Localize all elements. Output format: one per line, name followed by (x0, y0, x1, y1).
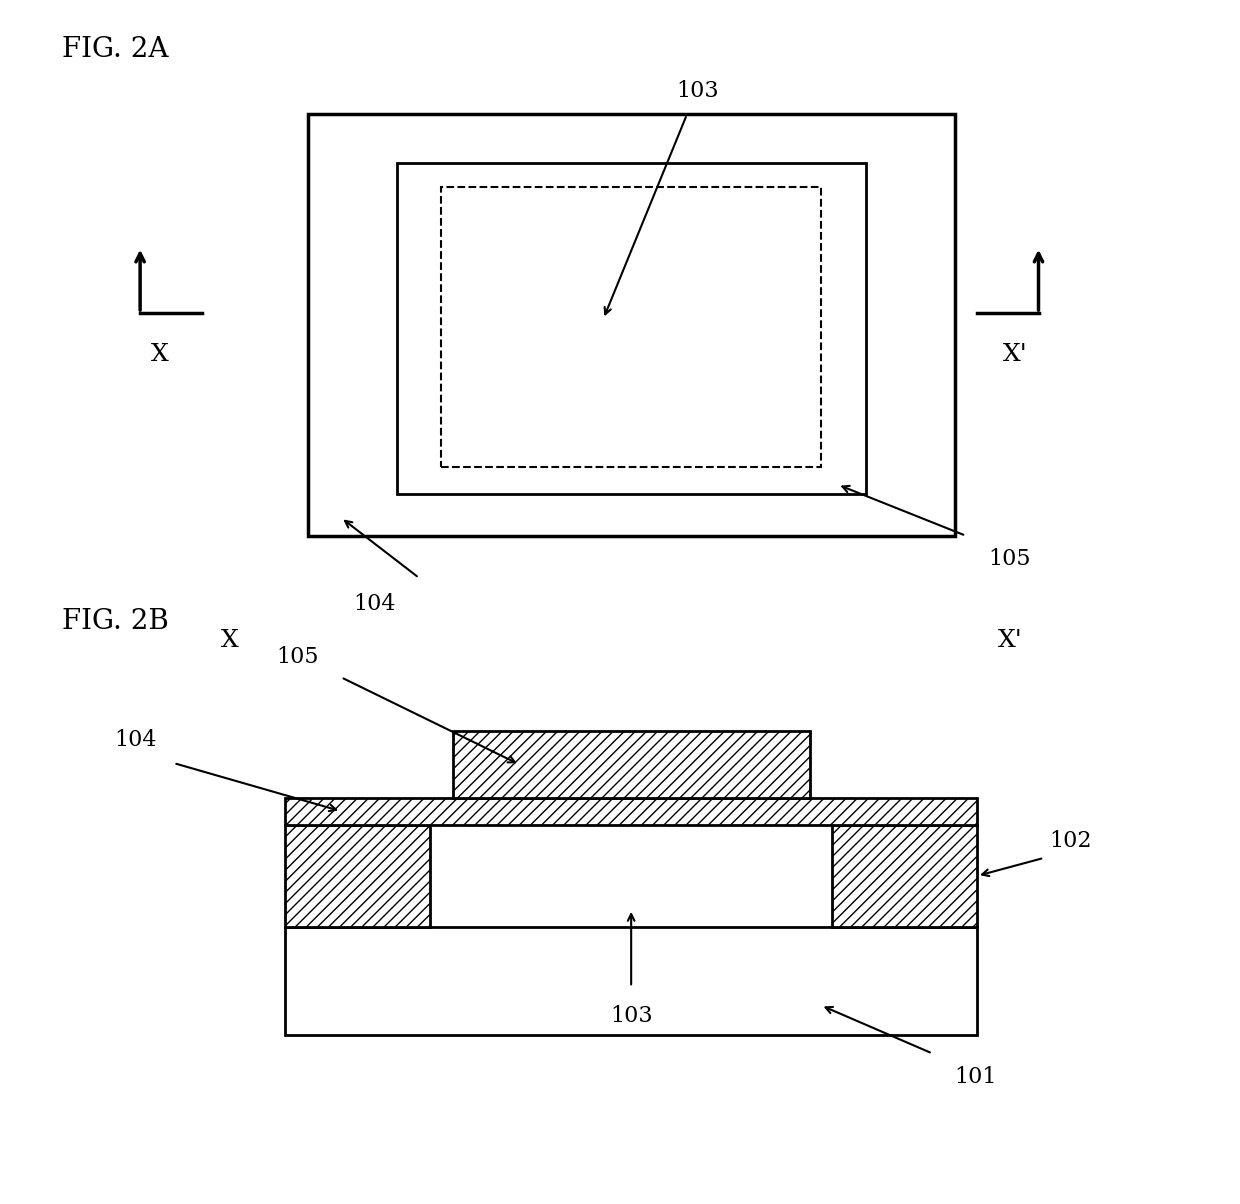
Text: 101: 101 (955, 1066, 997, 1087)
Text: 104: 104 (353, 594, 396, 615)
Bar (441, 187, 821, 466)
Bar (285, 797, 977, 825)
Text: X: X (221, 628, 238, 653)
Bar (453, 731, 810, 797)
Bar (308, 114, 955, 536)
Text: X': X' (1003, 343, 1028, 366)
Text: FIG. 2B: FIG. 2B (62, 608, 169, 635)
Text: 102: 102 (1049, 830, 1092, 852)
Bar (397, 163, 866, 494)
Text: 105: 105 (277, 647, 319, 668)
Bar (832, 825, 977, 927)
Text: 103: 103 (610, 1005, 652, 1027)
Text: 105: 105 (988, 548, 1030, 569)
Text: X: X (151, 343, 169, 366)
Text: FIG. 2A: FIG. 2A (62, 36, 169, 63)
Bar (285, 825, 430, 927)
Text: 104: 104 (114, 728, 156, 751)
Text: 103: 103 (677, 81, 719, 102)
Bar (285, 927, 977, 1035)
Text: X': X' (998, 628, 1023, 653)
